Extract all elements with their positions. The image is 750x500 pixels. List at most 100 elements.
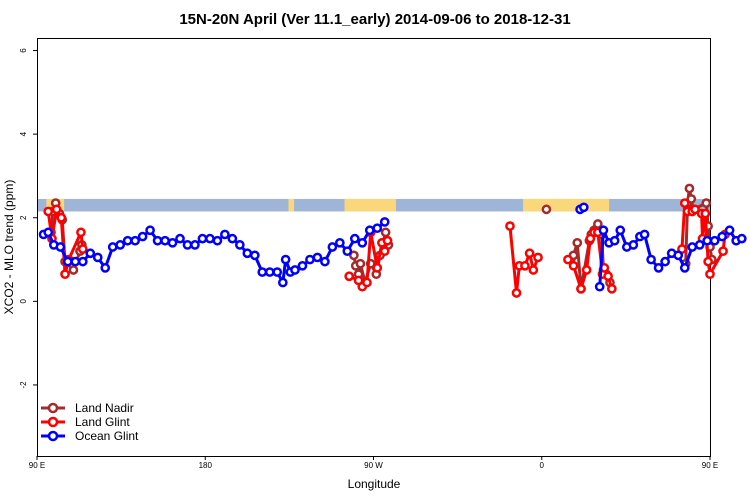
data-point-land-glint (700, 208, 711, 219)
data-point-land-nadir (541, 204, 552, 215)
data-point-ocean-glint (724, 225, 735, 236)
data-point-land-glint (576, 283, 586, 294)
data-point-land-nadir (701, 198, 712, 208)
data-point-ocean-glint (137, 231, 148, 242)
data-point-ocean-glint (130, 235, 140, 246)
data-point-ocean-glint (615, 225, 626, 236)
data-point-ocean-glint (709, 235, 720, 246)
data-point-land-glint (76, 227, 86, 238)
y-tick-label: -2 (19, 381, 28, 389)
series-land-glint (43, 198, 730, 298)
data-point-ocean-glint (242, 248, 253, 259)
data-point-ocean-glint (205, 233, 215, 244)
data-point-land-glint (581, 265, 592, 275)
data-point-ocean-glint (257, 267, 268, 277)
data-point-ocean-glint (175, 233, 185, 244)
x-tick-label: 90 E (29, 461, 45, 470)
data-point-land-nadir (68, 265, 79, 275)
data-point-ocean-glint (55, 242, 66, 252)
data-point-ocean-glint (227, 233, 238, 244)
data-point-ocean-glint (212, 235, 223, 246)
data-point-ocean-glint (160, 235, 170, 246)
legend: Land Nadir Land Glint Ocean Glint (41, 401, 139, 443)
data-point-ocean-glint (70, 256, 81, 267)
data-point-ocean-glint (43, 227, 54, 238)
data-point-ocean-glint (717, 231, 728, 242)
data-point-ocean-glint (190, 240, 200, 250)
data-point-land-glint (379, 246, 390, 257)
data-point-land-glint (603, 271, 613, 282)
chart-title: 15N-20N April (Ver 11.1_early) 2014-09-0… (179, 11, 570, 28)
data-point-ocean-glint (357, 237, 368, 248)
y-tick-label: 0 (19, 299, 28, 304)
data-point-ocean-glint (312, 252, 323, 263)
data-point-land-glint (703, 256, 713, 267)
data-point-ocean-glint (277, 277, 288, 288)
legend-label-land-nadir: Land Nadir (75, 401, 134, 415)
data-point-ocean-glint (679, 263, 690, 273)
series-layer (38, 183, 747, 298)
data-point-ocean-glint (220, 229, 230, 240)
data-point-land-glint (372, 263, 383, 273)
data-point-ocean-glint (639, 229, 650, 240)
land-segment (523, 198, 610, 212)
legend-item-ocean-glint: Ocean Glint (41, 429, 139, 443)
data-point-ocean-glint (653, 263, 664, 273)
data-point-ocean-glint (342, 246, 353, 257)
x-axis: 90 E 180 90 W 0 90 E (29, 456, 718, 470)
land-segment (288, 198, 295, 212)
data-point-land-glint (563, 254, 573, 265)
data-point-ocean-glint (167, 237, 178, 248)
legend-marker-ocean-glint (47, 430, 59, 442)
data-point-ocean-glint (115, 240, 126, 250)
data-point-ocean-glint (598, 225, 609, 236)
data-point-ocean-glint (609, 235, 620, 246)
data-point-ocean-glint (628, 240, 639, 250)
data-point-land-glint (505, 221, 515, 231)
data-point-ocean-glint (122, 235, 133, 246)
data-point-ocean-glint (107, 242, 118, 252)
legend-marker-land-glint (47, 416, 59, 428)
data-point-ocean-glint (673, 250, 684, 261)
x-axis-label: Longitude (348, 477, 401, 491)
data-point-land-glint (718, 246, 728, 257)
data-point-ocean-glint (297, 260, 308, 271)
data-point-ocean-glint (702, 235, 713, 246)
data-point-land-nadir (572, 237, 583, 248)
data-point-ocean-glint (264, 267, 275, 277)
data-point-ocean-glint (152, 235, 163, 246)
legend-marker-land-nadir (47, 402, 59, 414)
x-tick-label: 90 E (702, 461, 718, 470)
data-point-ocean-glint (349, 233, 360, 244)
data-point-ocean-glint (594, 281, 605, 292)
x-tick-label: 180 (199, 461, 213, 470)
data-point-ocean-glint (280, 254, 291, 265)
data-point-land-nadir (380, 227, 391, 238)
data-point-ocean-glint (182, 240, 193, 250)
data-point-ocean-glint (145, 225, 155, 236)
data-point-ocean-glint (327, 242, 338, 252)
data-point-land-glint (679, 198, 690, 208)
data-point-ocean-glint (736, 233, 747, 244)
data-point-ocean-glint (372, 223, 383, 234)
x-tick-label: 90 W (364, 461, 383, 470)
data-point-land-nadir (592, 219, 603, 229)
data-point-ocean-glint (272, 267, 283, 277)
data-point-ocean-glint (364, 225, 375, 236)
data-point-land-nadir (355, 258, 366, 269)
y-tick-label: 2 (19, 215, 28, 220)
y-axis: -2 0 2 4 6 (19, 48, 37, 389)
data-point-land-glint (382, 235, 393, 246)
x-tick-label: 0 (540, 461, 545, 470)
data-point-land-glint (51, 204, 62, 215)
data-point-ocean-glint (660, 256, 670, 267)
data-point-ocean-glint (320, 256, 330, 267)
legend-item-land-nadir: Land Nadir (41, 401, 134, 415)
data-point-ocean-glint (305, 254, 315, 265)
data-point-ocean-glint (92, 252, 103, 263)
data-point-ocean-glint (335, 237, 345, 248)
legend-item-land-glint: Land Glint (41, 415, 130, 429)
land-ocean-strip (37, 198, 710, 212)
data-point-ocean-glint (234, 240, 245, 250)
data-point-ocean-glint (249, 250, 260, 261)
